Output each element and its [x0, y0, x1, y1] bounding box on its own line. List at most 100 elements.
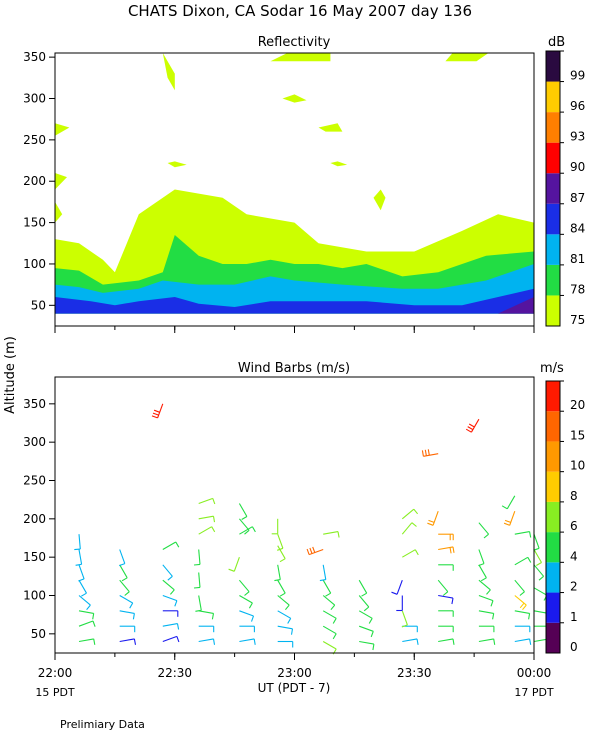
wind-barb [478, 579, 491, 595]
wind-barb [198, 526, 216, 535]
wind-barb [193, 549, 201, 566]
wind-barb [162, 579, 175, 595]
reflectivity-colorbar-frame [545, 50, 561, 327]
reflectivity-colorbar-swatch [546, 81, 560, 113]
wind-barb [359, 625, 374, 638]
reflectivity-colorbar-label: 75 [570, 313, 585, 327]
reflectivity-colorbar-label: 78 [570, 282, 585, 296]
wind-barb [421, 449, 439, 457]
wind-barb [478, 610, 495, 620]
wind-barb [238, 503, 248, 520]
wind-barb [78, 564, 85, 582]
x-tick-label: 00:00 [517, 666, 552, 680]
wind-barb [514, 625, 531, 633]
wind-barb [514, 610, 531, 620]
wind-barb [239, 595, 253, 609]
reflectivity-ytick-label: 200 [23, 174, 46, 188]
wind-colorbar-swatch [546, 532, 560, 563]
wind-barb [391, 580, 403, 595]
wind-colorbar-swatch [546, 501, 560, 533]
wind-barbs-ytick-label: 300 [23, 435, 46, 449]
wind-barb [78, 579, 87, 597]
reflectivity-region-75-9 [55, 123, 70, 136]
reflectivity-axes: 50 100 150 200 250 300 350 [23, 50, 535, 333]
wind-barb [438, 533, 454, 541]
wind-barb [198, 497, 216, 505]
wind-barb [514, 579, 525, 596]
x-axis-tick-labels: 22:00 22:30 23:00 23:30 00:00 [38, 666, 552, 680]
wind-barbs-axes: 50 100 150 200 250 300 350 [23, 397, 535, 660]
wind-barbs-ytick-label: 150 [23, 550, 46, 564]
wind-barb [533, 587, 548, 601]
wind-barb [119, 610, 135, 620]
wind-barb [478, 564, 487, 582]
wind-colorbar-swatch [546, 622, 560, 653]
reflectivity-region-84-14 [55, 288, 534, 314]
reflectivity-colorbar-swatch [546, 203, 560, 235]
wind-barb [322, 579, 332, 597]
wind-barb [198, 625, 215, 633]
wind-barb [271, 518, 279, 535]
wind-barb [501, 495, 516, 510]
wind-barb [465, 418, 480, 433]
wind-colorbar-label: 4 [570, 549, 578, 563]
reflectivity-region-75-2 [270, 53, 331, 62]
reflectivity-region-75-11 [55, 201, 63, 223]
reflectivity-ytick-label: 250 [23, 133, 46, 147]
wind-barbs-ytick-label: 50 [31, 627, 46, 641]
reflectivity-ytick-label: 50 [31, 298, 46, 312]
wind-barb [514, 595, 527, 611]
wind-barb [277, 534, 284, 551]
reflectivity-region-75-10 [55, 173, 67, 190]
x-axis-label: UT (PDT - 7) [258, 681, 331, 695]
reflectivity-colorbar-label: 81 [570, 252, 585, 266]
reflectivity-region-87-15 [498, 297, 534, 314]
wind-barb [239, 638, 256, 645]
wind-barb [438, 625, 454, 633]
wind-barb [78, 610, 95, 620]
reflectivity-title: Reflectivity [258, 35, 331, 50]
wind-barb [396, 595, 403, 612]
wind-colorbar: 0 1 2 4 6 8 10 15 20 [545, 380, 585, 654]
wind-barb [238, 518, 250, 535]
wind-colorbar-unit: m/s [540, 361, 564, 376]
wind-barb [277, 595, 290, 611]
wind-barb [401, 508, 419, 520]
reflectivity-region-75-5 [318, 123, 343, 132]
wind-barb [119, 595, 134, 609]
wind-colorbar-swatch [546, 381, 560, 412]
y-axis-label: Altitude (m) [3, 336, 18, 414]
x-tick-label: 23:30 [397, 666, 432, 680]
wind-barb [162, 564, 173, 581]
wind-barb [359, 640, 375, 651]
wind-barb [438, 546, 455, 554]
wind-colorbar-swatch [546, 441, 560, 472]
x-axis-left-date: 15 PDT [35, 686, 75, 699]
reflectivity-colorbar-swatch [546, 51, 560, 82]
reflectivity-colorbar-swatch [546, 112, 560, 143]
x-tick-label: 23:00 [277, 666, 312, 680]
wind-barb [514, 531, 532, 538]
reflectivity-colorbar-swatch [546, 264, 560, 296]
x-axis-right-date: 17 PDT [514, 686, 554, 699]
wind-barb [478, 638, 496, 645]
wind-barb [358, 610, 373, 624]
wind-colorbar-label: 20 [570, 398, 585, 412]
wind-barbs-ytick-label: 100 [23, 589, 46, 603]
reflectivity-ytick-label: 100 [23, 257, 46, 271]
wind-colorbar-label: 8 [570, 489, 578, 503]
reflectivity-ytick-label: 150 [23, 216, 46, 230]
wind-barb [78, 638, 96, 645]
wind-barb [162, 541, 180, 550]
wind-barb [478, 549, 485, 567]
x-tick-label: 22:30 [157, 666, 192, 680]
wind-barb [162, 610, 179, 617]
wind-colorbar-swatch [546, 471, 560, 502]
reflectivity-region-75-4 [282, 94, 307, 103]
wind-barb [74, 534, 81, 551]
wind-barb [478, 522, 490, 539]
wind-colorbar-swatch [546, 592, 560, 623]
reflectivity-region-75-6 [167, 161, 187, 168]
wind-barb [323, 531, 340, 538]
